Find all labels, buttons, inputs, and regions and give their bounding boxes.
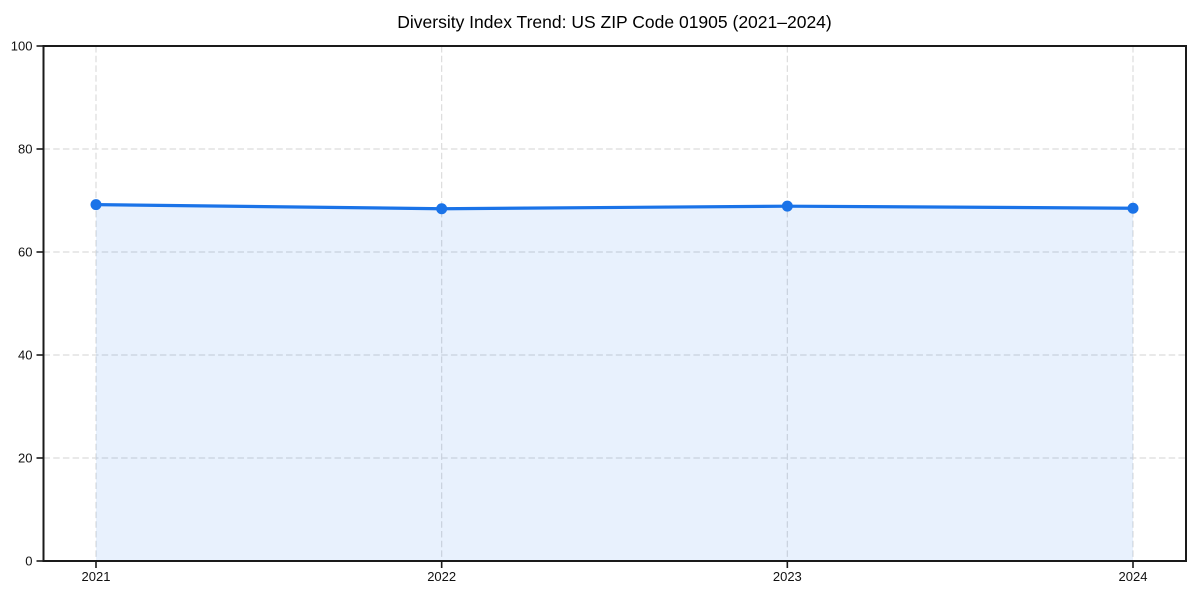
y-tick-label: 0 <box>25 554 32 569</box>
y-tick-label: 80 <box>18 142 32 157</box>
y-tick-label: 100 <box>11 39 33 54</box>
x-tick-label: 2022 <box>427 569 456 584</box>
chart-title: Diversity Index Trend: US ZIP Code 01905… <box>397 12 832 32</box>
trend-line <box>94 203 1135 211</box>
x-tick-label: 2024 <box>1119 569 1148 584</box>
x-tick-label: 2023 <box>773 569 802 584</box>
y-tick-label: 60 <box>18 245 32 260</box>
area-fill <box>96 204 1133 561</box>
y-tick-label: 40 <box>18 348 32 363</box>
data-point-marker <box>1127 202 1139 214</box>
y-tick-label: 20 <box>18 451 32 466</box>
x-tick-label: 2021 <box>82 569 111 584</box>
data-point-marker <box>90 199 102 211</box>
data-point-marker <box>436 203 448 215</box>
plot-border <box>42 45 1187 562</box>
data-point-marker <box>781 200 793 212</box>
